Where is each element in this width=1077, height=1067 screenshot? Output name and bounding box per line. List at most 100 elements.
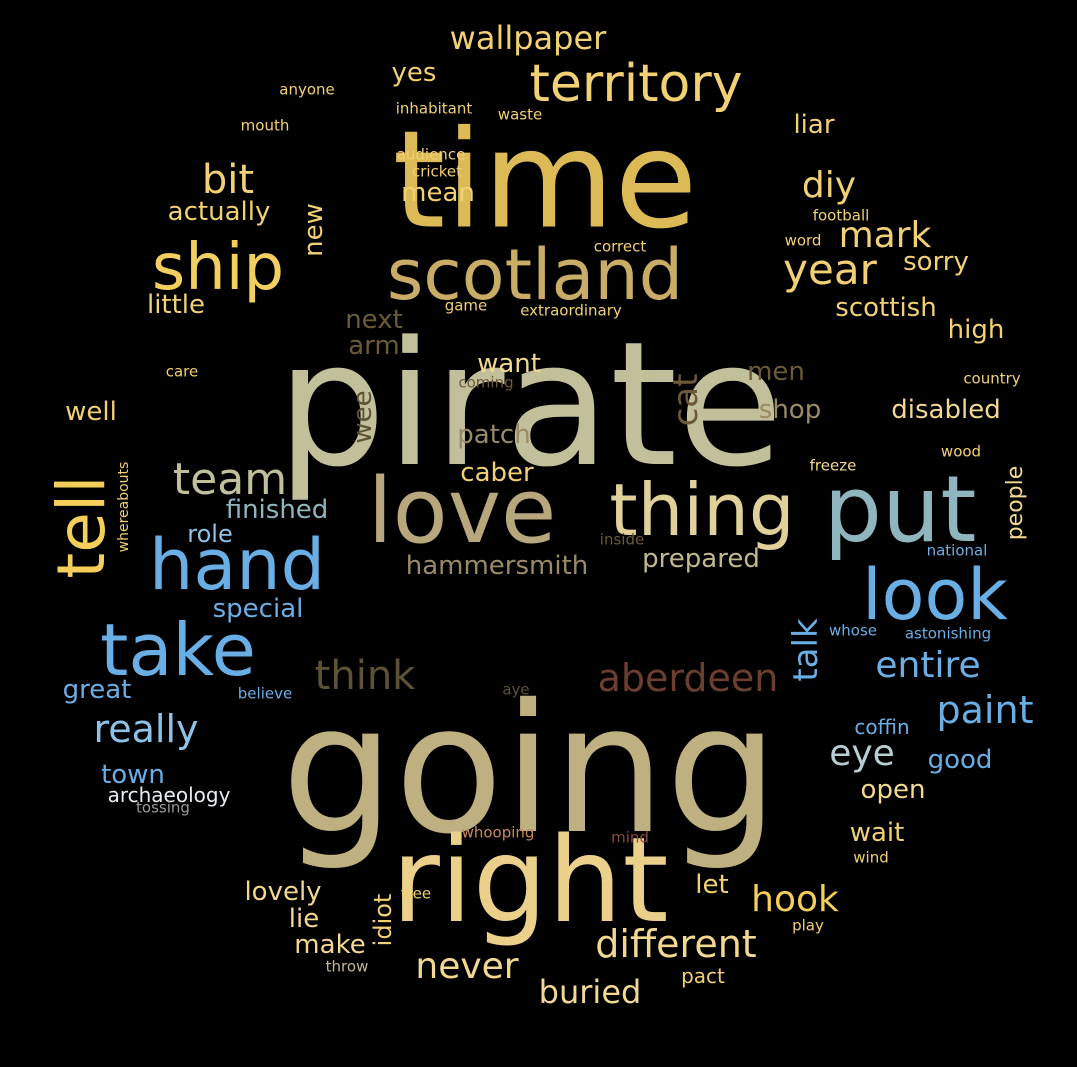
word-wood: wood	[940, 442, 982, 461]
word-wind: wind	[853, 848, 889, 867]
word-put: put	[823, 456, 977, 563]
word-actually: actually	[167, 197, 271, 227]
word-word: word	[784, 231, 822, 250]
word-astonishing: astonishing	[904, 624, 992, 643]
word-open: open	[860, 775, 926, 805]
word-town: town	[101, 760, 165, 790]
word-extraordinary: extraordinary	[520, 301, 622, 320]
word-ship: ship	[151, 231, 285, 305]
word-audience: audience	[396, 145, 466, 164]
word-arm: arm	[348, 331, 400, 361]
word-well: well	[65, 397, 117, 427]
word-throw: throw	[325, 957, 369, 976]
word-correct: correct	[593, 237, 647, 256]
word-anyone: anyone	[279, 80, 335, 99]
word-game: game	[444, 296, 488, 315]
word-inhabitant: inhabitant	[395, 99, 473, 118]
word-yes: yes	[391, 58, 437, 88]
word-aberdeen: aberdeen	[597, 656, 779, 700]
word-cricket: cricket	[411, 162, 463, 181]
word-thing: thing	[609, 468, 795, 552]
word-want: want	[477, 349, 541, 379]
word-never: never	[415, 946, 519, 987]
word-coming: coming	[458, 373, 514, 392]
word-finished: finished	[225, 495, 329, 525]
word-new: new	[299, 203, 329, 257]
word-high: high	[947, 315, 1005, 345]
word-sorry: sorry	[903, 247, 969, 277]
word-patch: patch	[457, 420, 531, 450]
word-people: people	[1003, 465, 1028, 541]
word-time: time	[392, 101, 698, 259]
word-year: year	[783, 245, 877, 294]
word-mean: mean	[401, 178, 475, 208]
word-next: next	[345, 305, 403, 335]
word-let: let	[695, 870, 729, 900]
word-mouth: mouth	[240, 116, 290, 135]
word-believe: believe	[237, 684, 293, 703]
word-mind: mind	[611, 828, 649, 847]
word-team: team	[172, 454, 288, 505]
word-role: role	[187, 520, 233, 548]
word-lovely: lovely	[244, 877, 322, 907]
word-idiot: idiot	[369, 893, 397, 947]
word-men: men	[747, 357, 805, 387]
word-freeze: freeze	[809, 456, 857, 475]
word-make: make	[294, 930, 366, 960]
word-country: country	[963, 369, 1021, 388]
word-wee: wee	[348, 390, 378, 444]
word-whooping: whooping	[461, 823, 535, 842]
word-pact: pact	[681, 964, 725, 988]
word-wait: wait	[849, 818, 905, 848]
word-prepared: prepared	[642, 544, 760, 574]
word-inside: inside	[599, 530, 645, 549]
word-think: think	[314, 653, 416, 699]
word-play: play	[792, 916, 824, 935]
word-scottish: scottish	[835, 293, 937, 323]
word-diy: diy	[801, 165, 857, 206]
word-lie: lie	[288, 904, 320, 934]
word-wallpaper: wallpaper	[449, 19, 607, 57]
word-waste: waste	[497, 105, 543, 124]
word-liar: liar	[793, 110, 835, 140]
word-look: look	[862, 554, 1008, 636]
word-caber: caber	[460, 458, 534, 488]
word-territory: territory	[529, 54, 743, 114]
word-entire: entire	[875, 645, 981, 686]
word-eye: eye	[829, 733, 895, 774]
word-bit: bit	[201, 157, 255, 203]
word-buried: buried	[538, 973, 642, 1011]
word-tell: tell	[43, 475, 120, 579]
word-great: great	[62, 675, 132, 705]
word-little: little	[146, 290, 206, 320]
word-tree: tree	[400, 884, 432, 903]
word-pirate: pirate	[276, 304, 784, 505]
word-care: care	[165, 362, 199, 381]
word-football: football	[812, 206, 870, 225]
word-take: take	[100, 608, 256, 692]
word-really: really	[93, 707, 199, 751]
word-tossing: tossing	[136, 798, 190, 817]
word-cat: cat	[666, 373, 706, 427]
word-coffin: coffin	[854, 715, 910, 739]
word-national: national	[926, 541, 988, 560]
word-special: special	[212, 594, 304, 624]
word-mark: mark	[838, 215, 932, 256]
word-hammersmith: hammersmith	[405, 551, 589, 581]
word-going: going	[281, 666, 779, 873]
word-whose: whose	[829, 621, 877, 640]
word-hand: hand	[148, 524, 326, 606]
word-paint: paint	[936, 688, 1034, 732]
word-scotland: scotland	[386, 234, 684, 316]
word-aye: aye	[502, 680, 530, 699]
word-love: love	[367, 459, 557, 564]
word-different: different	[595, 922, 757, 966]
word-good: good	[927, 745, 993, 775]
word-whereabouts: whereabouts	[116, 461, 132, 553]
word-shop: shop	[758, 395, 822, 425]
word-hook: hook	[751, 879, 839, 920]
word-disabled: disabled	[891, 395, 1001, 425]
word-talk: talk	[786, 618, 826, 682]
word-archaeology: archaeology	[107, 783, 231, 807]
